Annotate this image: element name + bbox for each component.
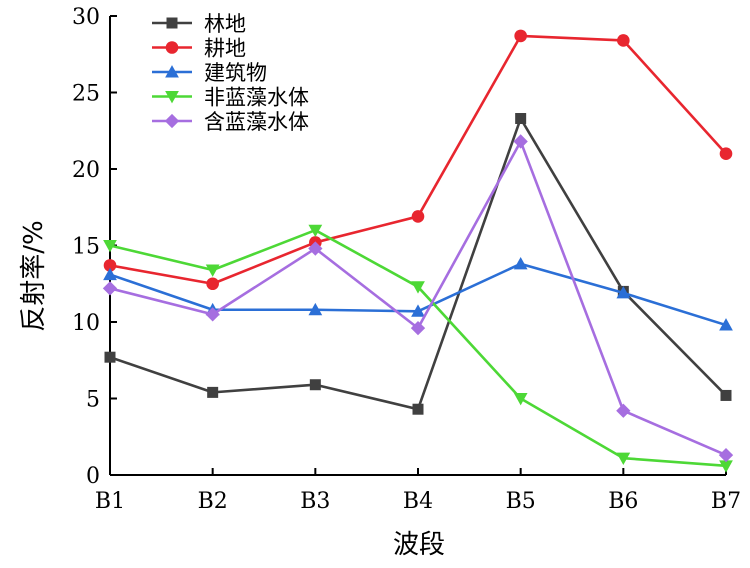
data-point (719, 460, 733, 473)
y-tick-label: 10 (72, 311, 100, 336)
x-tick-label: B7 (711, 489, 741, 514)
data-point (513, 393, 528, 406)
legend-marker (164, 113, 180, 129)
legend-marker (166, 17, 178, 29)
legend-label: 耕地 (204, 37, 246, 61)
data-point (719, 147, 733, 160)
ticks: 0 5 10 15 20 25 30 B1 B2 B3 B4 B5 B6 B7 (72, 5, 741, 514)
data-point (513, 134, 528, 149)
data-point (513, 256, 528, 270)
x-tick-label: B1 (95, 489, 125, 514)
x-tick-label: B5 (506, 489, 536, 514)
data-point (308, 224, 323, 238)
series-4 (103, 224, 733, 473)
data-point (616, 286, 631, 299)
y-tick-label: 0 (86, 464, 100, 489)
series-line-2 (109, 34, 727, 286)
data-point (719, 318, 733, 331)
legend-label: 非蓝藻水体 (204, 86, 309, 110)
data-point (411, 304, 425, 317)
x-tick-label: B3 (300, 489, 330, 514)
data-point (103, 259, 117, 272)
legend-marker (165, 41, 179, 54)
data-point (718, 447, 734, 463)
data-point (103, 267, 117, 281)
data-point (412, 403, 424, 415)
x-tick-label: B4 (403, 489, 433, 514)
legend-label: 建筑物 (204, 61, 267, 85)
data-point (720, 389, 732, 401)
data-point (207, 386, 219, 398)
data-point (103, 240, 117, 253)
x-axis-title: 波段 (393, 530, 445, 560)
legend-item-4: 非蓝藻水体 (152, 86, 309, 110)
data-point (514, 29, 527, 43)
data-point (309, 379, 321, 391)
data-point (206, 277, 219, 291)
data-point (308, 302, 323, 316)
legend-marker (165, 91, 179, 104)
data-point (102, 281, 118, 296)
legend-marker (165, 65, 179, 78)
data-point (308, 241, 323, 256)
x-tick-label: B2 (198, 489, 228, 514)
y-tick-label: 15 (72, 235, 100, 260)
data-point (411, 281, 425, 294)
data-point (104, 351, 116, 363)
y-tick-label: 30 (72, 5, 100, 30)
y-axis-title: 反射率/% (19, 220, 49, 331)
legend-label: 含蓝藻水体 (204, 110, 309, 134)
series-group (102, 29, 734, 473)
series-3 (103, 256, 733, 331)
y-tick-label: 25 (72, 82, 100, 107)
legend-item-3: 建筑物 (152, 61, 267, 85)
data-point (617, 34, 630, 47)
y-tick-label: 20 (72, 158, 100, 183)
series-2 (103, 29, 733, 291)
data-point (411, 210, 425, 223)
legend-label: 林地 (204, 12, 246, 36)
series-line-4 (109, 228, 727, 468)
data-point (515, 113, 527, 125)
x-tick-label: B6 (608, 489, 638, 514)
legend-item-2: 耕地 (152, 37, 246, 61)
series-5 (102, 134, 734, 463)
data-point (205, 264, 220, 277)
series-1 (104, 113, 732, 415)
y-tick-label: 5 (86, 388, 100, 413)
series-line-1 (109, 117, 727, 411)
legend-item-1: 林地 (152, 12, 246, 36)
data-point (410, 320, 426, 336)
data-point (616, 403, 631, 418)
data-point (205, 307, 220, 322)
legend-item-5: 含蓝藻水体 (152, 110, 309, 134)
data-point (616, 452, 631, 466)
